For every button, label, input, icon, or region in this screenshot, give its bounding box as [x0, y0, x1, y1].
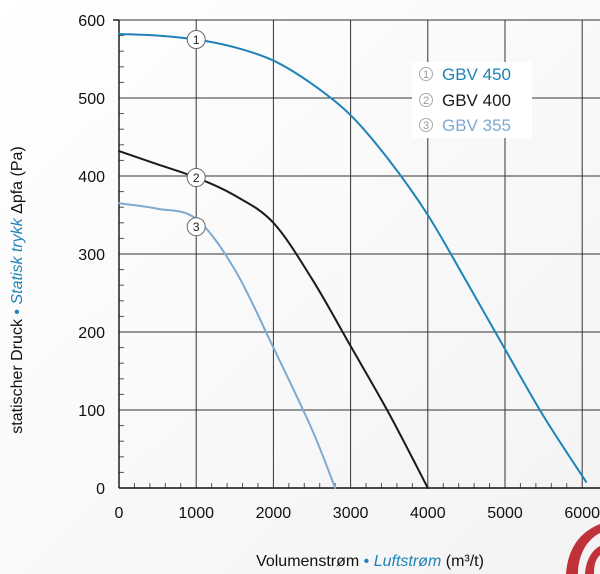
y-axis-title-bullet: •: [9, 309, 26, 315]
x-axis-title-bullet: •: [364, 553, 370, 570]
axes: [113, 19, 600, 489]
legend-marker-2: [419, 93, 433, 107]
y-tick-labels: 0 100 200 300 400 500 600: [78, 13, 105, 498]
y-axis-title-de: statischer Druck: [9, 318, 26, 434]
legend-marker-1-label: 1: [423, 69, 429, 81]
x-axis-title: Volumenstrøm • Luftstrøm (m³/t): [256, 553, 484, 570]
x-tick-label-3000: 3000: [333, 505, 369, 522]
curve-gbv400: [118, 150, 429, 489]
legend-marker-1: [419, 67, 433, 81]
x-tick-labels: 0 1000 2000 3000 4000 5000 6000: [115, 505, 600, 522]
curve-marker-label-1: 1: [193, 33, 200, 47]
y-axis-title: statischer Druck • Statisk trykk Δpfa (P…: [9, 146, 26, 434]
y-tick-label-600: 600: [78, 13, 105, 30]
legend-label-gbv355: GBV 355: [442, 116, 511, 135]
curve-markers: 1 2 3: [186, 30, 206, 237]
x-tick-label-5000: 5000: [487, 505, 523, 522]
curve-marker-label-2: 2: [193, 171, 200, 185]
curve-marker-1: [186, 30, 206, 49]
legend-item-gbv400: 2 GBV 400: [419, 91, 511, 110]
y-tick-label-0: 0: [96, 481, 105, 498]
y-axis-title-no: Statisk trykk: [9, 217, 26, 304]
y-tick-label-400: 400: [78, 169, 105, 186]
x-tick-label-0: 0: [115, 505, 124, 522]
y-tick-label-100: 100: [78, 403, 105, 420]
curve-marker-2: [186, 168, 206, 188]
minor-ticks: [119, 35, 568, 488]
legend-label-gbv400: GBV 400: [442, 91, 511, 110]
curve-gbv355: [118, 202, 337, 489]
x-tick-label-1000: 1000: [178, 505, 214, 522]
brand-logo-icon: [566, 524, 600, 574]
x-axis-title-unit: (m³/t): [446, 553, 484, 570]
y-tick-label-500: 500: [78, 91, 105, 108]
legend-marker-3-label: 3: [423, 120, 429, 132]
x-tick-label-4000: 4000: [410, 505, 446, 522]
curve-marker-label-3: 3: [193, 220, 200, 234]
legend-marker-2-label: 2: [423, 95, 429, 107]
x-axis-title-no: Luftstrøm: [374, 553, 442, 570]
y-tick-label-200: 200: [78, 325, 105, 342]
y-tick-label-300: 300: [78, 247, 105, 264]
legend-item-gbv450: 1 GBV 450: [419, 65, 511, 84]
x-axis-title-de: Volumenstrøm: [256, 553, 359, 570]
curve-marker-3: [186, 217, 206, 237]
legend-marker-3: [419, 118, 433, 132]
x-tick-label-2000: 2000: [256, 505, 292, 522]
legend-label-gbv450: GBV 450: [442, 65, 511, 84]
y-axis-title-unit: Δpfa (Pa): [9, 146, 26, 214]
x-tick-label-6000: 6000: [564, 505, 600, 522]
legend-item-gbv355: 3 GBV 355: [419, 116, 511, 135]
legend: 1 GBV 450 2 GBV 400 3 GBV 355: [412, 62, 532, 138]
